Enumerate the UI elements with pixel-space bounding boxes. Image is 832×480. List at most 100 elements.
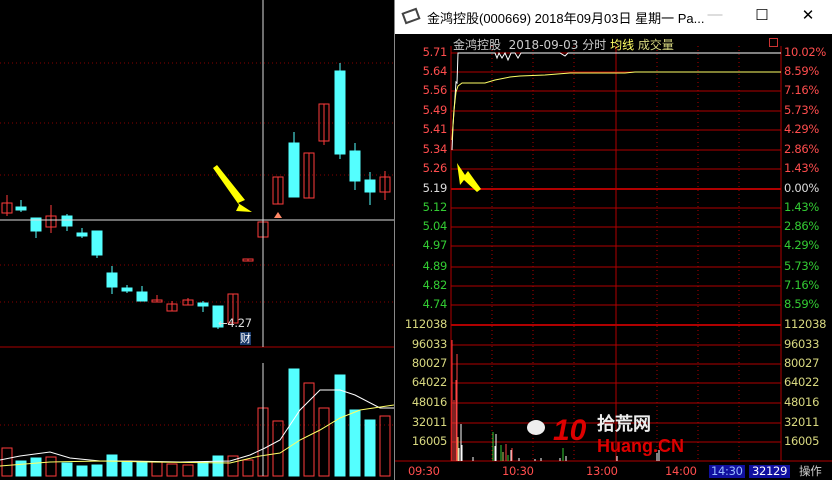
volume-bar (61, 462, 73, 477)
average-line (451, 71, 781, 141)
candle-body (364, 179, 376, 193)
price-label: 5.12 (422, 200, 448, 214)
percent-label: 7.16% (784, 278, 820, 292)
volume-label-right: 48016 (784, 395, 820, 409)
volume-label: 80027 (411, 356, 447, 370)
volume-label: 96033 (411, 337, 447, 351)
candle-body (212, 305, 224, 328)
candle-body (303, 152, 315, 199)
percent-label: 2.86% (784, 219, 820, 233)
finance-badge[interactable]: 财 (240, 332, 251, 345)
volume-bar (334, 374, 346, 477)
price-label: 5.71 (422, 45, 448, 59)
price-label: 4.89 (422, 259, 448, 273)
volume-bar (318, 407, 330, 477)
percent-label: 1.43% (784, 200, 820, 214)
volume-bar (30, 457, 42, 477)
percent-label: 1.43% (784, 161, 820, 175)
candle-body (166, 303, 178, 312)
percent-label: 4.29% (784, 122, 820, 136)
volume-label: 64022 (411, 375, 447, 389)
kline-panel[interactable]: ←4.27 财 (0, 0, 394, 480)
volume-bar (106, 454, 118, 477)
low-price-marker: ←4.27 (218, 316, 252, 330)
percent-label: 4.29% (784, 238, 820, 252)
candle-body (121, 287, 133, 292)
price-label: 5.56 (422, 83, 448, 97)
arrow-pointer (457, 163, 481, 192)
volume-label: 32011 (411, 415, 447, 429)
watermark-logo: 10 (553, 414, 587, 447)
volume-label-right: 112038 (784, 317, 827, 331)
candle-body (1, 202, 13, 214)
candle-body (106, 272, 118, 288)
price-label: 4.74 (422, 297, 448, 311)
candle-body (334, 70, 346, 155)
minimize-button[interactable]: — (707, 6, 723, 23)
wechat-icon (527, 420, 545, 435)
volume-label-right: 64022 (784, 375, 820, 389)
chart-date: 2018-09-03 (508, 38, 579, 52)
percent-label: 5.73% (784, 259, 820, 273)
volume-bar (91, 464, 103, 477)
candle-body (227, 293, 239, 324)
kline-chart[interactable] (0, 0, 394, 480)
price-label: 5.26 (422, 161, 448, 175)
volume-label: 16005 (411, 434, 447, 448)
price-label: 4.82 (422, 278, 448, 292)
volume-bar (1, 447, 13, 477)
volume-label-right: 80027 (784, 356, 820, 370)
candle-body (91, 230, 103, 256)
price-label: 5.34 (422, 142, 448, 156)
candle-body (45, 215, 57, 228)
close-button[interactable]: ✕ (801, 7, 815, 24)
maximize-button[interactable]: ☐ (755, 7, 769, 24)
candle-body (136, 291, 148, 302)
volume-bar (303, 382, 315, 477)
candle-body (61, 215, 73, 227)
time-label: 09:30 (408, 464, 440, 478)
volume-bar (45, 456, 57, 477)
time-label: 10:30 (502, 464, 534, 478)
volume-bar (349, 409, 361, 477)
watermark-text: 拾荒网 (597, 414, 651, 434)
action-button[interactable]: 操作 (799, 464, 822, 478)
avg-line-label[interactable]: 均线 (610, 38, 635, 52)
title-bar[interactable]: 金鸿控股(000669) 2018年09月03日 星期一 Pa... — ☐ ✕ (395, 0, 832, 34)
intraday-window[interactable]: 金鸿控股(000669) 2018年09月03日 星期一 Pa... — ☐ ✕… (394, 0, 832, 480)
status-time: 14:30 (709, 464, 745, 478)
restore-icon[interactable] (769, 38, 778, 47)
stock-name: 金鸿控股 (453, 38, 502, 52)
candle-body (15, 206, 27, 211)
volume-ma10 (0, 404, 394, 467)
price-label: 5.49 (422, 103, 448, 117)
percent-label: 2.86% (784, 142, 820, 156)
chart-header: 金鸿控股 2018-09-03 分时 均线 成交量 (453, 36, 674, 53)
price-label: 5.04 (422, 219, 448, 233)
volume-bar (151, 461, 163, 477)
volume-label: 112038 (404, 317, 447, 331)
percent-label: 5.73% (784, 103, 820, 117)
candle-body (182, 299, 194, 306)
volume-label[interactable]: 成交量 (637, 38, 674, 52)
price-label: 5.19 (422, 181, 448, 195)
price-label: 5.64 (422, 64, 448, 78)
percent-label: 8.59% (784, 64, 820, 78)
volume-bar (166, 463, 178, 477)
time-label: 13:00 (586, 464, 618, 478)
percent-label: 7.16% (784, 83, 820, 97)
volume-bar (288, 368, 300, 477)
volume-bar (197, 461, 209, 477)
candle-body (76, 232, 88, 237)
volume-bar (121, 461, 133, 477)
cursor-volume: 32129 (749, 465, 791, 478)
watermark-logo-text: Huang.CN (597, 436, 684, 456)
volume-bar (364, 419, 376, 477)
volume-bar (136, 461, 148, 477)
candle-body (151, 299, 163, 303)
volume-ma5 (0, 389, 394, 463)
intraday-chart[interactable] (395, 0, 832, 480)
candle-body (318, 103, 330, 142)
volume-bar (272, 420, 284, 477)
candle-body (242, 258, 254, 262)
